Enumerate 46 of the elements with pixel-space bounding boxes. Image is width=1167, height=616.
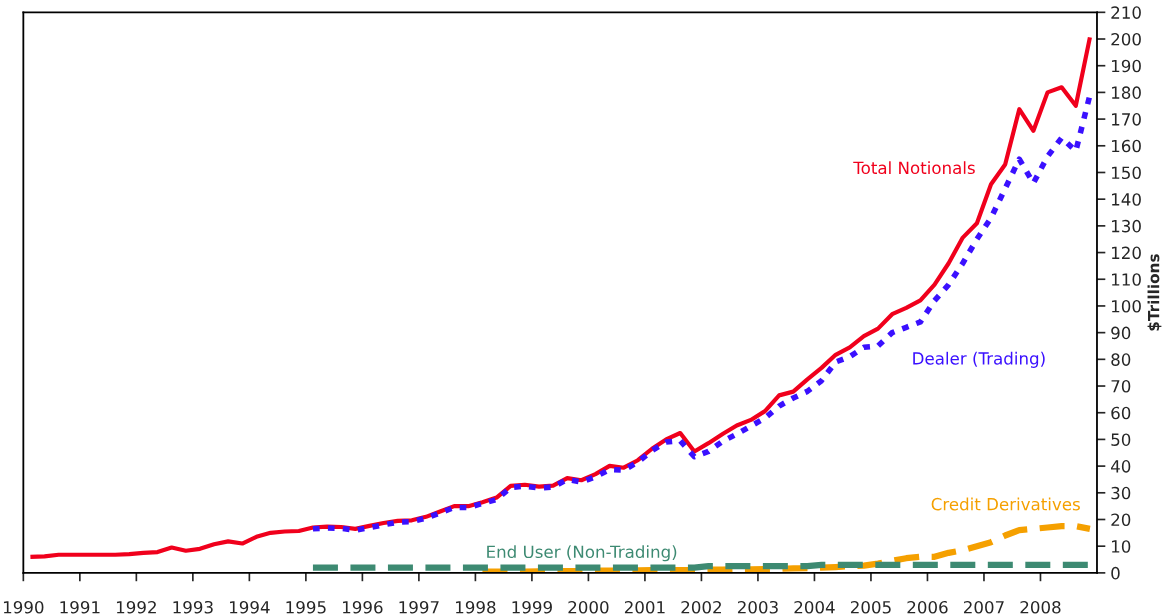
x-tick-label: 2002 <box>681 600 721 614</box>
series-label: Total Notionals <box>853 161 975 175</box>
x-tick-label: 2007 <box>963 600 1004 614</box>
x-tick-label: 1991 <box>60 600 100 614</box>
y-tick-label: 20 <box>1111 513 1131 527</box>
y-tick-label: 80 <box>1111 353 1131 366</box>
x-tick-label: 1998 <box>456 600 496 614</box>
x-tick-label: 2003 <box>737 600 778 614</box>
y-tick-label: 150 <box>1112 166 1141 180</box>
y-tick-label: 140 <box>1112 193 1141 206</box>
y-tick-label: 10 <box>1112 540 1131 553</box>
x-tick-label: 1999 <box>512 600 552 614</box>
y-tick-label: 130 <box>1112 219 1141 233</box>
y-tick-label: 120 <box>1112 246 1141 260</box>
x-tick-label: 1990 <box>3 600 44 614</box>
y-tick-label: 110 <box>1112 273 1141 286</box>
x-tick-label: 1994 <box>229 600 270 614</box>
y-tick-label: 190 <box>1112 59 1141 73</box>
x-tick-label: 2005 <box>850 600 891 614</box>
y-tick-label: 100 <box>1112 299 1141 313</box>
x-tick-label: 2006 <box>907 600 948 614</box>
y-tick-label: 160 <box>1112 139 1141 153</box>
x-tick-label: 1996 <box>343 600 383 614</box>
x-tick-label: 1995 <box>286 600 326 614</box>
series-label: Dealer (Trading) <box>913 351 1045 368</box>
x-tick-label: 2001 <box>624 600 665 614</box>
x-tick-label: 1997 <box>399 600 439 614</box>
y-tick-label: 170 <box>1112 113 1141 126</box>
x-tick-label: 2008 <box>1020 600 1061 614</box>
x-tick-label: 2004 <box>794 600 835 614</box>
y-tick-label: 200 <box>1111 32 1141 46</box>
x-tick-label: 1992 <box>116 600 156 614</box>
x-tick-label: 1993 <box>173 600 213 614</box>
series-label: End User (Non-Trading) <box>487 545 677 562</box>
y-tick-label: 30 <box>1111 486 1131 500</box>
y-tick-label: 180 <box>1112 86 1141 99</box>
y-axis-title: $Trillions <box>1147 254 1162 331</box>
series-label: Credit Derivatives <box>931 497 1080 511</box>
y-tick-label: 0 <box>1111 566 1120 580</box>
y-tick-label: 60 <box>1111 406 1131 420</box>
x-tick-label: 2000 <box>568 600 609 614</box>
y-tick-label: 90 <box>1111 326 1131 340</box>
y-tick-label: 50 <box>1111 433 1131 446</box>
y-tick-label: 70 <box>1111 379 1131 393</box>
y-tick-label: 40 <box>1110 460 1131 473</box>
y-tick-label: 210 <box>1111 6 1141 19</box>
